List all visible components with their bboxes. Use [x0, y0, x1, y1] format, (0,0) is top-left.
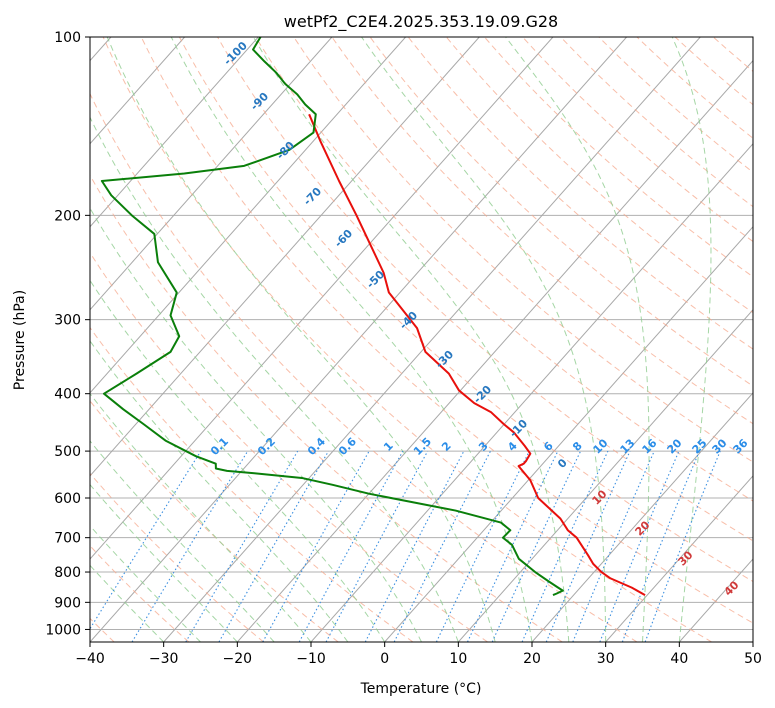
dry-adiabat-line [90, 326, 414, 642]
y-tick-label: 800 [54, 565, 81, 581]
dry-adiabat-line [255, 37, 753, 502]
dry-adiabat-line [560, 37, 753, 208]
dry-adiabat-line [293, 37, 753, 463]
dry-adiabat-line [369, 37, 753, 387]
moist-adiabat-line [170, 37, 533, 642]
isotherm-line [605, 475, 753, 642]
chart-title: wetPf2_C2E4.2025.353.19.09.G28 [284, 12, 558, 32]
dry-adiabat-line [407, 37, 753, 350]
isotherm-line [236, 59, 753, 642]
mixing-ratio-line [621, 450, 700, 642]
x-tick-label: 50 [744, 651, 762, 667]
moist-adiabat-line [252, 37, 570, 642]
y-tick-label: 500 [54, 444, 81, 460]
mixing-ratio-line [298, 450, 404, 642]
mixing-ratio-line [644, 450, 721, 642]
mixing-ratio-line [521, 450, 609, 642]
moist-adiabat-line [505, 37, 650, 642]
isotherm-line [531, 392, 753, 642]
mixing-ratio-line [599, 450, 680, 642]
dewpoint-profile-line [100, 37, 564, 597]
dry-adiabat-line [598, 37, 753, 173]
dry-adiabat-line [90, 472, 264, 642]
y-tick-label: 200 [54, 208, 81, 224]
isotherm-line [90, 37, 407, 394]
y-tick-label: 400 [54, 387, 81, 403]
mixing-ratio-line [262, 450, 370, 642]
x-tick-label: 40 [670, 651, 688, 667]
isotherm-line [90, 37, 628, 642]
moist-adiabat-line [90, 207, 422, 642]
isotherm-line [90, 37, 333, 311]
isotherm-line [384, 225, 753, 642]
y-tick-label: 900 [54, 595, 81, 611]
moist-adiabat-line [90, 483, 238, 642]
dry-adiabat-line [178, 37, 753, 583]
isotherm-line [90, 37, 186, 145]
moist-adiabat-line [90, 392, 312, 642]
moist-adiabat-line [90, 279, 386, 642]
moist-adiabat-line [90, 440, 275, 642]
moist-adiabat-line [90, 340, 349, 642]
dry-adiabat-line [90, 92, 638, 642]
y-tick-label: 300 [54, 313, 81, 329]
y-tick-label: 700 [54, 531, 81, 547]
y-tick-label: 600 [54, 491, 81, 507]
moist-adiabat-line [90, 116, 459, 642]
x-tick-label: −40 [75, 651, 105, 667]
dry-adiabat-line [217, 37, 753, 542]
isotherm-line [90, 37, 554, 560]
x-tick-label: 30 [597, 651, 615, 667]
y-tick-label: 100 [54, 30, 81, 46]
isotherm-line [163, 37, 701, 642]
mixing-ratio-line [572, 450, 655, 642]
dry-adiabat-line [140, 37, 753, 624]
x-tick-label: −30 [149, 651, 179, 667]
x-tick-label: −20 [223, 651, 253, 667]
moist-adiabat-line [106, 37, 496, 642]
x-tick-label: 20 [523, 651, 541, 667]
x-tick-label: −10 [296, 651, 326, 667]
moist-adiabat-line [361, 37, 607, 642]
dry-adiabat-line [102, 37, 713, 642]
mixing-ratio-line [545, 450, 631, 642]
dry-adiabat-line [522, 37, 753, 243]
y-tick-label: 1000 [45, 622, 81, 638]
isotherm-line [90, 37, 480, 477]
mixing-ratio-line [393, 450, 491, 642]
x-axis-title: Temperature (°C) [360, 681, 482, 697]
x-tick-label: 0 [380, 651, 389, 667]
x-tick-label: 10 [449, 651, 467, 667]
dry-adiabat-line [90, 174, 563, 642]
mixing-ratio-line [131, 450, 249, 642]
moist-adiabat-line [671, 37, 712, 642]
isotherm-line [457, 309, 753, 642]
isotherm-line [90, 37, 259, 228]
dry-adiabat-line [90, 251, 488, 642]
y-axis-title: Pressure (hPa) [12, 290, 28, 390]
temperature-profile-line [308, 113, 646, 596]
mixing-ratio-line [325, 450, 429, 642]
plot-frame [89, 36, 754, 643]
